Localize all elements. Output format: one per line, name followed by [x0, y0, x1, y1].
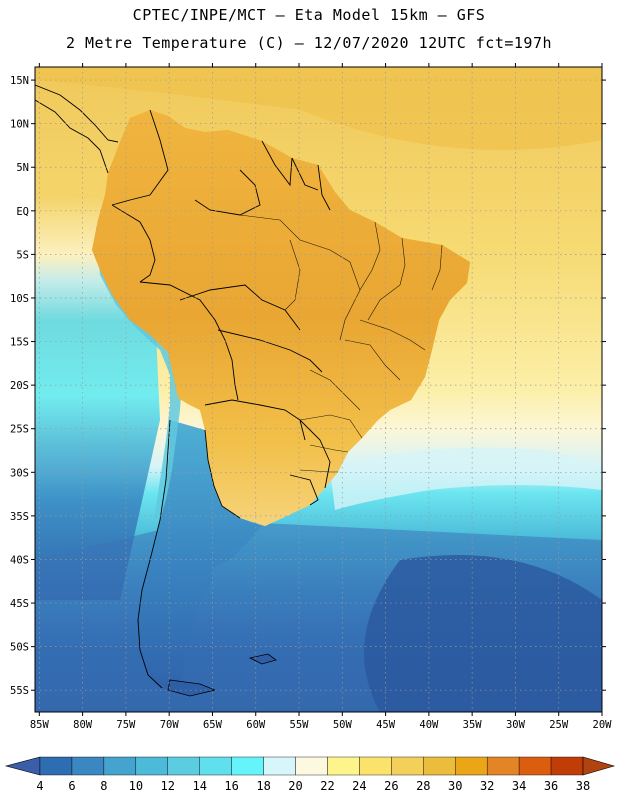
north-warm-band	[35, 67, 602, 150]
lon-tick-label: 25W	[549, 719, 569, 731]
lat-tick-label: 40S	[10, 554, 29, 566]
colorbar-label: 8	[100, 779, 107, 793]
lat-tick-label: 5S	[16, 249, 29, 261]
lon-tick-label: 70W	[160, 719, 180, 731]
lat-tick-label: 15N	[10, 75, 29, 87]
lon-tick-label: 50W	[333, 719, 353, 731]
colorbar-box	[103, 756, 137, 776]
colorbar-box	[71, 756, 105, 776]
colorbar-box	[486, 756, 520, 776]
colorbar-label: 14	[192, 779, 206, 793]
lon-tick-label: 40W	[419, 719, 439, 731]
lat-tick-label: 10N	[10, 119, 29, 131]
lat-tick-label: 5N	[16, 162, 29, 174]
lat-tick-label: 35S	[10, 511, 29, 523]
lat-tick-label: 20S	[10, 380, 29, 392]
colorbar-label: 12	[161, 779, 175, 793]
colorbar-box	[199, 756, 232, 776]
lon-tick-label: 30W	[506, 719, 526, 731]
south-atlantic-cold-core	[364, 555, 602, 712]
state-borders	[239, 214, 443, 473]
colorbar-label: 24	[352, 779, 366, 793]
lat-tick-label: EQ	[16, 206, 29, 218]
longitude-axis: 85W 80W 75W 70W 65W 60W 55W 50W 45W 40W 35W 30W 25W 2…	[30, 63, 612, 731]
colorbar-box	[391, 756, 424, 776]
lat-tick-label: 45S	[10, 598, 29, 610]
lat-tick-label: 50S	[10, 642, 29, 654]
lon-tick-label: 20W	[593, 719, 613, 731]
colorbar-label: 22	[320, 779, 334, 793]
lon-tick-label: 65W	[203, 719, 223, 731]
colorbar-arrow-low	[4, 756, 41, 776]
colorbar-label: 34	[512, 779, 526, 793]
country-borders	[35, 84, 471, 689]
colorbar-box	[423, 756, 456, 776]
colorbar-box	[327, 756, 360, 776]
falkland-islands	[248, 653, 277, 665]
lon-tick-label: 80W	[73, 719, 93, 731]
map-frame	[34, 66, 603, 713]
lat-tick-label: 55S	[10, 685, 29, 697]
lon-tick-label: 60W	[246, 719, 266, 731]
lon-tick-label: 75W	[116, 719, 136, 731]
colorbar-arrow-high	[582, 756, 616, 776]
colorbar-box	[263, 756, 296, 776]
colorbar-label: 30	[448, 779, 462, 793]
lat-tick-label: 15S	[10, 337, 29, 349]
lat-tick-label: 25S	[10, 424, 29, 436]
colorbar-box	[359, 756, 392, 776]
colorbar-box	[295, 756, 328, 776]
colorbar-label: 28	[416, 779, 430, 793]
colorbar-box	[135, 756, 168, 776]
lon-tick-label: 45W	[376, 719, 396, 731]
colorbar-box	[518, 756, 552, 776]
lon-tick-label: 55W	[290, 719, 310, 731]
colorbar-label: 6	[68, 779, 75, 793]
title-line-1: CPTEC/INPE/MCT – Eta Model 15km – GFS	[132, 6, 486, 24]
latitude-axis: 15N 10N 5N EQ 5S 10S 15S 20S 25S 30S 35S 40S 45S 50S 5…	[10, 75, 606, 697]
atlantic-cool-tongue	[330, 447, 602, 510]
colorbar-label: 38	[576, 779, 590, 793]
colorbar-box	[167, 756, 200, 776]
lon-tick-label: 35W	[463, 719, 483, 731]
lon-tick-label: 85W	[30, 719, 50, 731]
lat-tick-label: 30S	[10, 467, 29, 479]
temperature-colorbar: 4 6 8 10 12 14 16 18 20 22 24 26 28 30 32 34 36 38	[4, 756, 616, 793]
lat-tick-label: 10S	[10, 293, 29, 305]
colorbar-label: 16	[224, 779, 238, 793]
colorbar-label: 10	[129, 779, 143, 793]
colorbar-label: 26	[384, 779, 398, 793]
colorbar-label: 32	[480, 779, 494, 793]
colorbar-box	[455, 756, 488, 776]
tierra-del-fuego	[167, 679, 217, 697]
colorbar-box	[231, 756, 264, 776]
colorbar-box	[39, 756, 73, 776]
title-line-2: 2 Metre Temperature (C) – 12/07/2020 12U…	[65, 34, 553, 52]
colorbar-label: 4	[36, 779, 43, 793]
colorbar-label: 36	[544, 779, 558, 793]
colorbar-box	[550, 756, 584, 776]
colorbar-label: 20	[288, 779, 302, 793]
colorbar-label: 18	[256, 779, 270, 793]
